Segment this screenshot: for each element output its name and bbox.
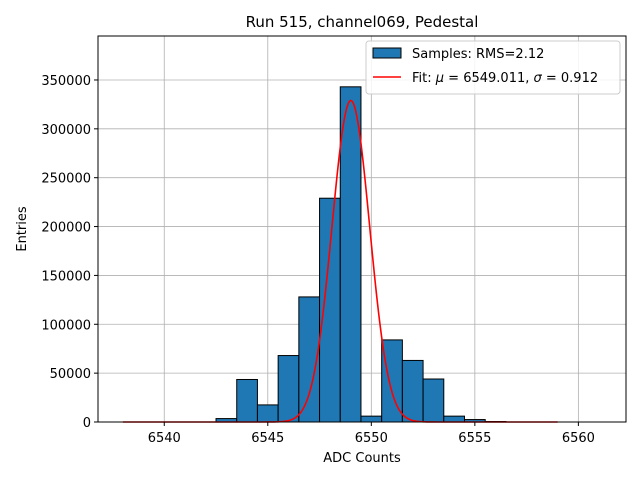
histogram-bar: [236, 378, 258, 423]
x-tick-label: 6560: [562, 431, 595, 446]
legend-label-samples: Samples: RMS=2.12: [412, 47, 544, 62]
x-axis-label: ADC Counts: [323, 451, 401, 466]
y-axis-ticks: 0 50000 100000 150000 200000 250000 300000 3500…: [41, 74, 98, 431]
legend-fit-sigma-value: = 0.912: [542, 71, 598, 86]
legend-bar-swatch: [372, 47, 402, 59]
histogram-bar: [256, 404, 279, 423]
legend-label-fit: Fit: μ = 6549.011, σ = 0.912: [412, 71, 598, 86]
x-tick-label: 6545: [251, 431, 284, 446]
legend-fit-prefix: Fit:: [412, 71, 436, 86]
histogram-bar: [422, 378, 445, 423]
legend-frame: [365, 40, 621, 95]
legend-fit-mu-value: = 6549.011,: [444, 71, 533, 86]
histogram-bar: [443, 415, 465, 423]
y-tick-label: 200000: [41, 221, 91, 236]
histogram-bar: [401, 359, 424, 423]
y-tick-label: 150000: [41, 269, 91, 284]
y-tick-label: 300000: [41, 123, 91, 138]
histogram-bar: [277, 355, 300, 423]
plot-frame: [97, 35, 627, 423]
x-axis-ticks: 6540 6545 6550 6555 6560: [148, 422, 595, 446]
histogram-bars: [215, 86, 507, 423]
y-tick-label: 50000: [50, 367, 91, 382]
y-tick-label: 350000: [41, 74, 91, 89]
histogram-bar: [360, 415, 383, 423]
legend-fit-sigma-symbol: σ: [534, 71, 543, 86]
grid-lines: [98, 36, 626, 423]
histogram-bar: [339, 86, 362, 423]
x-tick-label: 6550: [355, 431, 388, 446]
x-tick-label: 6555: [458, 431, 491, 446]
chart-title: Run 515, channel069, Pedestal: [246, 13, 479, 31]
legend: Samples: RMS=2.12 Fit: μ = 6549.011, σ =…: [365, 40, 621, 95]
y-tick-label: 100000: [41, 318, 91, 333]
y-axis-label: Entries: [15, 206, 30, 252]
y-tick-label: 250000: [41, 172, 91, 187]
x-tick-label: 6540: [148, 431, 181, 446]
y-tick-label: 0: [83, 416, 91, 431]
legend-fit-mu-symbol: μ: [435, 71, 444, 86]
